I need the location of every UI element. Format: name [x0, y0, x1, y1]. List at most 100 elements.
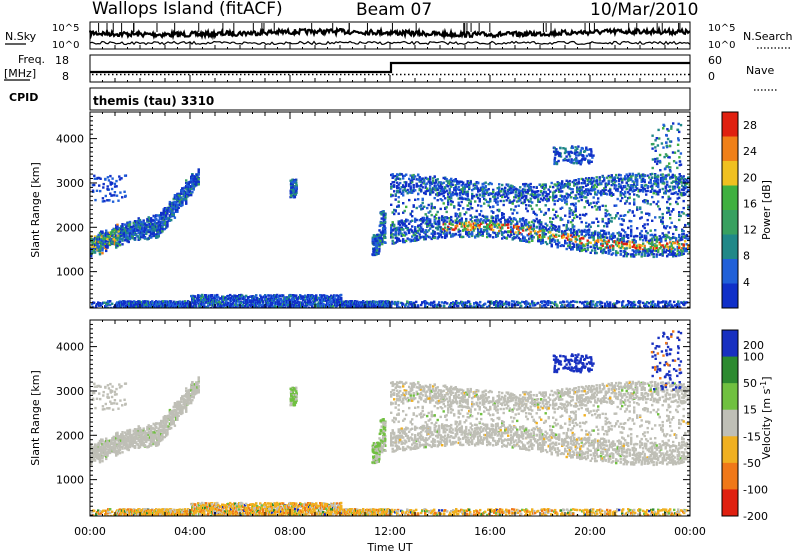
- power-cell: [627, 178, 630, 181]
- power-cell: [646, 248, 649, 251]
- power-cell: [564, 239, 567, 243]
- power-cell: [660, 220, 663, 223]
- power-cell: [609, 213, 612, 217]
- power-cell: [465, 217, 468, 221]
- power-cell: [592, 234, 595, 238]
- power-cell: [663, 234, 666, 237]
- power-cell: [402, 185, 405, 188]
- power-cell: [471, 189, 474, 192]
- power-cell: [574, 195, 577, 198]
- power-cell: [668, 162, 671, 165]
- power-cell: [636, 194, 639, 197]
- power-cell: [657, 193, 660, 196]
- power-cell: [411, 191, 414, 194]
- power-cell: [604, 204, 607, 208]
- power-cell: [397, 212, 400, 215]
- power-cell: [161, 230, 164, 233]
- power-cell: [555, 151, 558, 154]
- power-cell: [396, 186, 399, 189]
- power-cell: [570, 246, 573, 249]
- power-cell: [486, 229, 489, 233]
- power-cell: [477, 229, 480, 233]
- power-cell: [495, 198, 498, 201]
- power-cell: [584, 157, 587, 160]
- power-cell: [141, 231, 144, 235]
- power-cell: [619, 194, 622, 197]
- power-cell: [411, 210, 414, 213]
- power-cell: [477, 204, 480, 207]
- power-cell: [658, 159, 662, 163]
- power-cell: [634, 188, 637, 191]
- power-cell: [621, 237, 624, 240]
- power-cell: [409, 238, 412, 241]
- power-cell: [377, 252, 380, 255]
- power-cell: [552, 224, 555, 227]
- power-cell: [384, 213, 387, 216]
- power-cell: [197, 171, 200, 175]
- power-cell: [486, 226, 489, 229]
- power-cell: [115, 237, 118, 240]
- power-cell: [567, 150, 570, 154]
- power-cell: [669, 213, 672, 216]
- power-cell: [562, 147, 565, 150]
- power-cell: [601, 217, 604, 221]
- power-cell: [168, 204, 172, 207]
- power-cell: [371, 253, 374, 256]
- power-cell: [399, 239, 402, 242]
- power-cell: [519, 189, 522, 193]
- power-cell: [669, 245, 672, 248]
- power-cell: [672, 180, 675, 183]
- power-cell: [616, 176, 619, 179]
- power-cell: [666, 164, 669, 168]
- power-cell: [432, 235, 435, 238]
- power-cell: [444, 187, 447, 190]
- power-cell: [579, 149, 583, 152]
- power-cell: [462, 186, 465, 189]
- power-cell: [444, 226, 447, 229]
- power-cell: [658, 247, 661, 250]
- power-cell: [502, 231, 505, 234]
- power-cell: [639, 246, 642, 249]
- power-cell: [550, 234, 553, 237]
- power-cell: [597, 197, 600, 200]
- power-cell: [579, 186, 582, 189]
- power-cell: [634, 253, 637, 256]
- power-cell: [477, 224, 480, 227]
- power-cell: [415, 218, 418, 222]
- freq-left-tick-bottom: 8: [62, 70, 69, 83]
- power-cell: [448, 189, 451, 192]
- power-cell: [439, 198, 442, 201]
- power-cell: [676, 185, 679, 189]
- power-cell: [555, 229, 558, 232]
- power-cell: [651, 237, 654, 240]
- power-cell: [116, 244, 119, 247]
- power-cell: [566, 159, 570, 162]
- power-cell: [615, 189, 618, 192]
- power-cell: [457, 230, 460, 233]
- power-cell: [606, 241, 609, 244]
- power-cell: [681, 192, 684, 195]
- power-cell: [502, 216, 505, 219]
- power-cell: [471, 231, 474, 234]
- power-cell: [676, 166, 679, 170]
- power-cell: [145, 223, 148, 227]
- power-cell: [382, 215, 386, 218]
- power-cell: [583, 150, 586, 153]
- power-cell: [520, 192, 523, 195]
- power-cell: [197, 168, 200, 171]
- power-cell: [624, 175, 627, 179]
- power-cell: [684, 224, 687, 227]
- power-cell: [499, 218, 502, 221]
- power-cell: [645, 234, 648, 238]
- power-cell: [442, 194, 445, 198]
- power-cell: [513, 217, 516, 221]
- power-cell: [607, 246, 610, 249]
- power-cell: [96, 176, 99, 180]
- power-cell: [115, 226, 118, 230]
- power-cell: [607, 217, 610, 221]
- power-cell: [672, 176, 675, 179]
- power-cell: [656, 144, 660, 147]
- power-cell: [610, 176, 613, 179]
- power-cell: [541, 186, 544, 189]
